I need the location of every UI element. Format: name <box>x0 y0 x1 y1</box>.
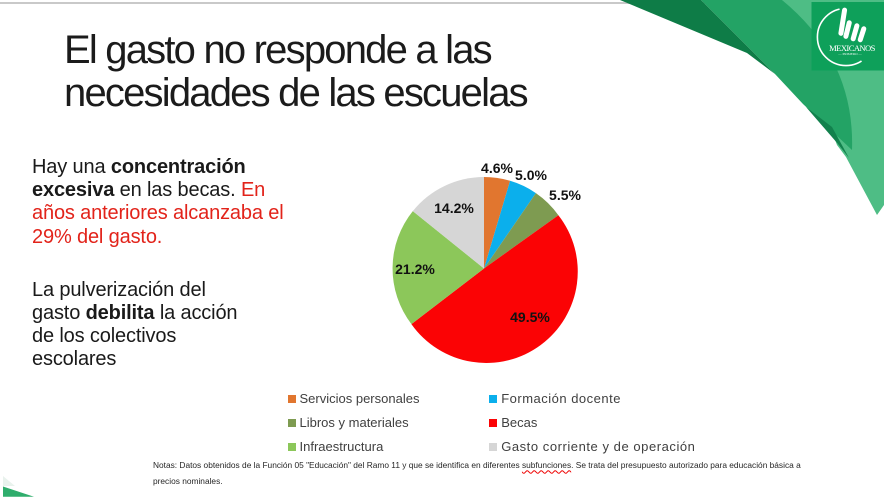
svg-text:MEXICANOS: MEXICANOS <box>829 43 876 53</box>
svg-text:— PRIMERO —: — PRIMERO — <box>837 52 862 56</box>
